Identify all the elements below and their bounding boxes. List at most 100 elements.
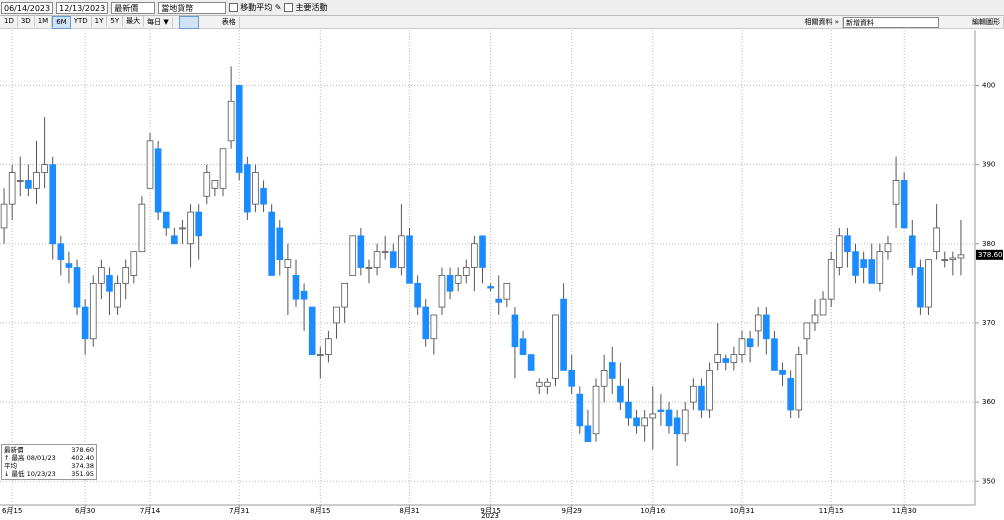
x-tick-label: 7月31 xyxy=(229,507,249,515)
candle-body xyxy=(852,251,859,276)
candle-body xyxy=(503,282,511,300)
candle-body xyxy=(365,267,373,269)
candle-body xyxy=(884,243,892,253)
legend-row: ↓ 最低 10/23/23 351.95 xyxy=(4,470,94,478)
candle-body xyxy=(925,259,932,308)
candle-body xyxy=(819,298,827,316)
candle-body xyxy=(665,409,673,427)
frequency[interactable]: 每日 ▼ xyxy=(144,16,173,28)
candle-body xyxy=(25,180,32,189)
candle-body xyxy=(957,254,965,259)
legend-label: 最新價 xyxy=(4,446,24,454)
candle-body xyxy=(333,306,340,324)
candle-body xyxy=(908,235,916,268)
candle-body xyxy=(33,172,40,189)
period-bar: 1D 3D 1M 6M YTD 1Y 5Y 最大 每日 ▼ 表格 相關資料 » 新增資料 編輯… xyxy=(0,15,1004,29)
legend-label: ↑ 最高 08/01/23 xyxy=(4,454,56,462)
candle-body xyxy=(446,275,454,292)
legend-row: 最新價 378.60 xyxy=(4,446,94,454)
candle-body xyxy=(154,148,162,213)
period-button[interactable]: 最大 xyxy=(123,15,145,27)
y-tick-label: 390 xyxy=(982,161,995,169)
period-button[interactable]: 1M xyxy=(35,15,53,27)
candle-body xyxy=(592,385,600,435)
toolbar: 06/14/2023 12/13/2023 最新價 當地貨幣 移動平均 ✎ 主要… xyxy=(0,0,1004,16)
add-data[interactable]: 新增資料 xyxy=(843,16,939,28)
candle-body xyxy=(511,314,519,348)
candle-body xyxy=(625,401,632,419)
period-button[interactable]: 5Y xyxy=(107,15,124,27)
y-tick-label: 360 xyxy=(982,398,995,406)
period-button[interactable]: 1D xyxy=(1,15,18,27)
candle-body xyxy=(949,257,957,260)
candle-body xyxy=(673,417,681,435)
candle-body xyxy=(341,282,348,308)
candle-body xyxy=(414,282,421,308)
candle-body xyxy=(714,354,721,363)
y-tick-label: 400 xyxy=(982,81,995,89)
candle-body xyxy=(462,267,470,276)
candle-body xyxy=(495,298,503,303)
candle-body xyxy=(0,203,8,229)
candle-body xyxy=(316,354,324,356)
candle-body xyxy=(787,377,794,411)
candle-body xyxy=(430,314,438,340)
legend-row: 平均 374.38 xyxy=(4,462,94,470)
end-date[interactable]: 12/13/2023 xyxy=(56,1,109,14)
candle-body xyxy=(641,417,649,427)
candle-body xyxy=(89,282,97,340)
candle-body xyxy=(933,227,940,253)
candle-body xyxy=(779,370,786,375)
candle-body xyxy=(357,235,365,268)
start-date[interactable]: 06/14/2023 xyxy=(1,1,54,14)
chart-mode[interactable] xyxy=(178,15,199,29)
candle-body xyxy=(422,306,430,340)
candle-body xyxy=(552,314,559,379)
candle-body xyxy=(130,251,138,276)
candle-body xyxy=(941,259,949,261)
candle-body xyxy=(576,393,584,427)
candle-body xyxy=(763,314,770,340)
related-button[interactable]: 相關資料 » xyxy=(801,16,843,28)
candle-body xyxy=(892,180,900,205)
candle-body xyxy=(487,286,494,289)
period-button[interactable]: 3D xyxy=(18,15,35,27)
candle-body xyxy=(195,211,202,237)
option-label: 主要活動 xyxy=(295,3,328,12)
period-button[interactable]: YTD xyxy=(71,15,92,27)
x-tick-label: 6月15 xyxy=(2,507,22,515)
candle-body xyxy=(698,385,705,411)
candle-body xyxy=(235,85,243,173)
candle-body xyxy=(795,354,803,411)
candle-body xyxy=(8,172,16,205)
candle-body xyxy=(527,354,535,371)
candle-body xyxy=(325,338,332,355)
candle-body xyxy=(65,263,73,268)
option[interactable]: 移動平均 ✎ xyxy=(229,2,281,13)
candle-body xyxy=(268,211,275,276)
candle-body xyxy=(187,211,194,245)
x-tick-label: 9月29 xyxy=(562,507,582,515)
currency-select[interactable]: 當地貨幣 xyxy=(158,1,227,14)
candle-body xyxy=(16,180,24,182)
field-select[interactable]: 最新價 xyxy=(111,1,156,14)
candle-body xyxy=(754,314,762,332)
candle-body xyxy=(73,267,81,308)
option[interactable]: 主要活動 xyxy=(284,2,327,13)
table-button[interactable]: 表格 xyxy=(219,16,240,28)
candle-body xyxy=(227,100,235,142)
x-tick-label: 11月30 xyxy=(892,507,917,515)
candle-body xyxy=(876,251,884,284)
candle-body xyxy=(106,275,113,292)
candle-body xyxy=(649,413,657,419)
candle-body xyxy=(917,267,924,308)
period-button[interactable]: 6M xyxy=(52,15,71,29)
period-button[interactable]: 1Y xyxy=(92,15,108,27)
candle-body xyxy=(519,338,527,355)
candle-body xyxy=(803,322,811,340)
candle-body xyxy=(138,203,146,253)
candle-body xyxy=(114,282,121,308)
legend-value: 402.40 xyxy=(71,454,94,462)
candle-body xyxy=(535,381,543,387)
